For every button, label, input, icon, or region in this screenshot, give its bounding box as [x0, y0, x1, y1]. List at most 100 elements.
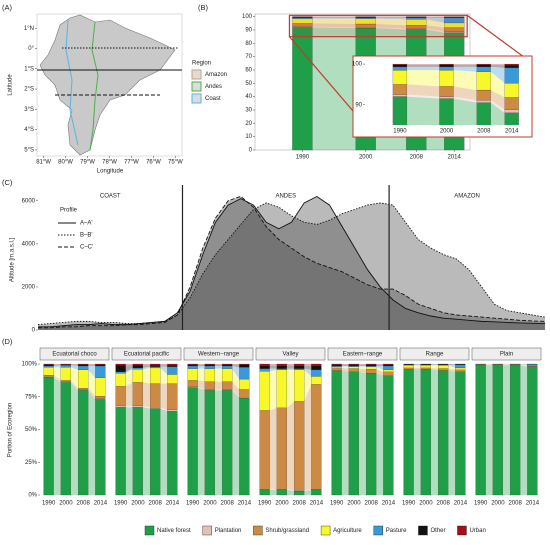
- ribbon: [406, 64, 440, 67]
- ribbon: [490, 66, 505, 84]
- x-tick-label: 2000: [203, 501, 217, 507]
- ribbon: [358, 366, 367, 370]
- facet-bars: [187, 363, 250, 496]
- x-tick-label: 81°W: [36, 160, 51, 166]
- x-tick-label: 2000: [275, 501, 289, 507]
- legend-label: Other: [430, 528, 445, 534]
- ribbon: [490, 102, 505, 125]
- ribbon: [341, 367, 349, 372]
- bar-segment: [311, 384, 322, 490]
- bar-segment: [167, 411, 178, 496]
- inset-x-tick-label: 2008: [477, 129, 491, 135]
- ribbon: [448, 368, 456, 372]
- bar-segment: [222, 381, 233, 390]
- ribbon: [88, 369, 96, 397]
- bar-segment: [438, 370, 449, 496]
- ribbon: [485, 364, 493, 366]
- x-tick-label: 1990: [258, 501, 272, 507]
- x-tick-label: 2000: [59, 501, 73, 507]
- bar-segment: [239, 367, 250, 380]
- ribbon: [430, 365, 439, 369]
- bar-segment: [276, 407, 287, 490]
- bar-segment: [115, 363, 126, 366]
- ribbon: [125, 382, 133, 406]
- x-tick-label: 77°W: [124, 160, 139, 166]
- ribbon: [197, 368, 205, 382]
- ribbon: [142, 407, 151, 495]
- y-axis-label: Latitude: [8, 74, 14, 96]
- ribbon: [426, 25, 445, 32]
- inset-x-tick-label: 2014: [505, 129, 519, 135]
- ribbon: [53, 376, 61, 383]
- ribbon: [125, 367, 133, 374]
- ribbon: [214, 368, 223, 382]
- ribbons: [341, 364, 384, 495]
- bar-segment: [476, 71, 491, 91]
- y-tick-label: 30: [245, 108, 252, 114]
- ribbon: [142, 365, 151, 368]
- bar-segment: [476, 100, 491, 103]
- inset-x-tick-label: 1990: [393, 129, 407, 135]
- y-axis-label: Portion of Ecoregion: [8, 403, 14, 457]
- legend-swatch: [320, 525, 331, 536]
- ribbon: [375, 18, 407, 26]
- bar-segment: [187, 387, 198, 496]
- ribbon: [406, 96, 440, 125]
- x-tick-label: 2014: [526, 501, 540, 507]
- bar-segment: [43, 365, 54, 368]
- ribbon: [53, 377, 61, 495]
- y-tick-label: 20: [245, 121, 252, 127]
- bar-segment: [60, 365, 71, 368]
- ribbon: [88, 365, 96, 378]
- ribbon: [304, 365, 312, 370]
- ribbon: [448, 364, 456, 368]
- panel-label: (C): [2, 178, 13, 187]
- legend-label: Amazon: [205, 72, 227, 78]
- bar-segment: [222, 390, 233, 496]
- y-tick-label: 6000: [22, 198, 36, 204]
- y-tick-label: 100: [242, 14, 253, 20]
- bar-segment: [331, 370, 342, 496]
- facet-strip: [111, 347, 182, 361]
- bar-segment: [150, 365, 161, 367]
- bar-segment: [392, 94, 408, 97]
- bar-segment: [383, 363, 394, 365]
- bar-segment: [331, 366, 342, 369]
- x-tick-label: 2000: [131, 501, 145, 507]
- bar-segment: [476, 66, 491, 72]
- bar-segment: [60, 382, 71, 496]
- bar-segment: [150, 383, 161, 408]
- facet-title: Range: [426, 352, 444, 358]
- y-tick-label: 1°N: [24, 26, 34, 32]
- bar-segment: [150, 363, 161, 366]
- ribbon: [142, 366, 151, 370]
- ribbon: [502, 365, 511, 495]
- ribbon: [304, 489, 312, 495]
- facet-bars: [259, 363, 322, 496]
- ribbon: [413, 369, 421, 495]
- ribbon: [125, 405, 133, 408]
- ribbon: [88, 364, 96, 366]
- y-tick-label: 60: [245, 68, 252, 74]
- bar-segment: [504, 67, 519, 84]
- bar-segment: [115, 371, 126, 374]
- bar-segment: [115, 407, 126, 496]
- ribbon: [485, 365, 493, 495]
- andes-boundary: [89, 21, 99, 151]
- bar-segment: [438, 365, 449, 369]
- bar-segment: [259, 368, 270, 372]
- bar-segment: [455, 369, 466, 372]
- bar-segment: [475, 365, 486, 496]
- ribbon: [214, 389, 223, 391]
- region-label: ANDES: [275, 194, 296, 200]
- ribbon: [426, 19, 445, 28]
- x-tick-label: 80°W: [58, 160, 73, 166]
- ribbon: [269, 365, 277, 369]
- ribbon: [232, 364, 240, 365]
- x-tick-label: 2008: [292, 501, 306, 507]
- ribbon: [430, 364, 439, 366]
- x-tick-label: 2014: [448, 155, 462, 161]
- x-tick-label: 1990: [402, 501, 416, 507]
- facet-title: Plain: [500, 352, 513, 358]
- ribbon: [214, 364, 223, 366]
